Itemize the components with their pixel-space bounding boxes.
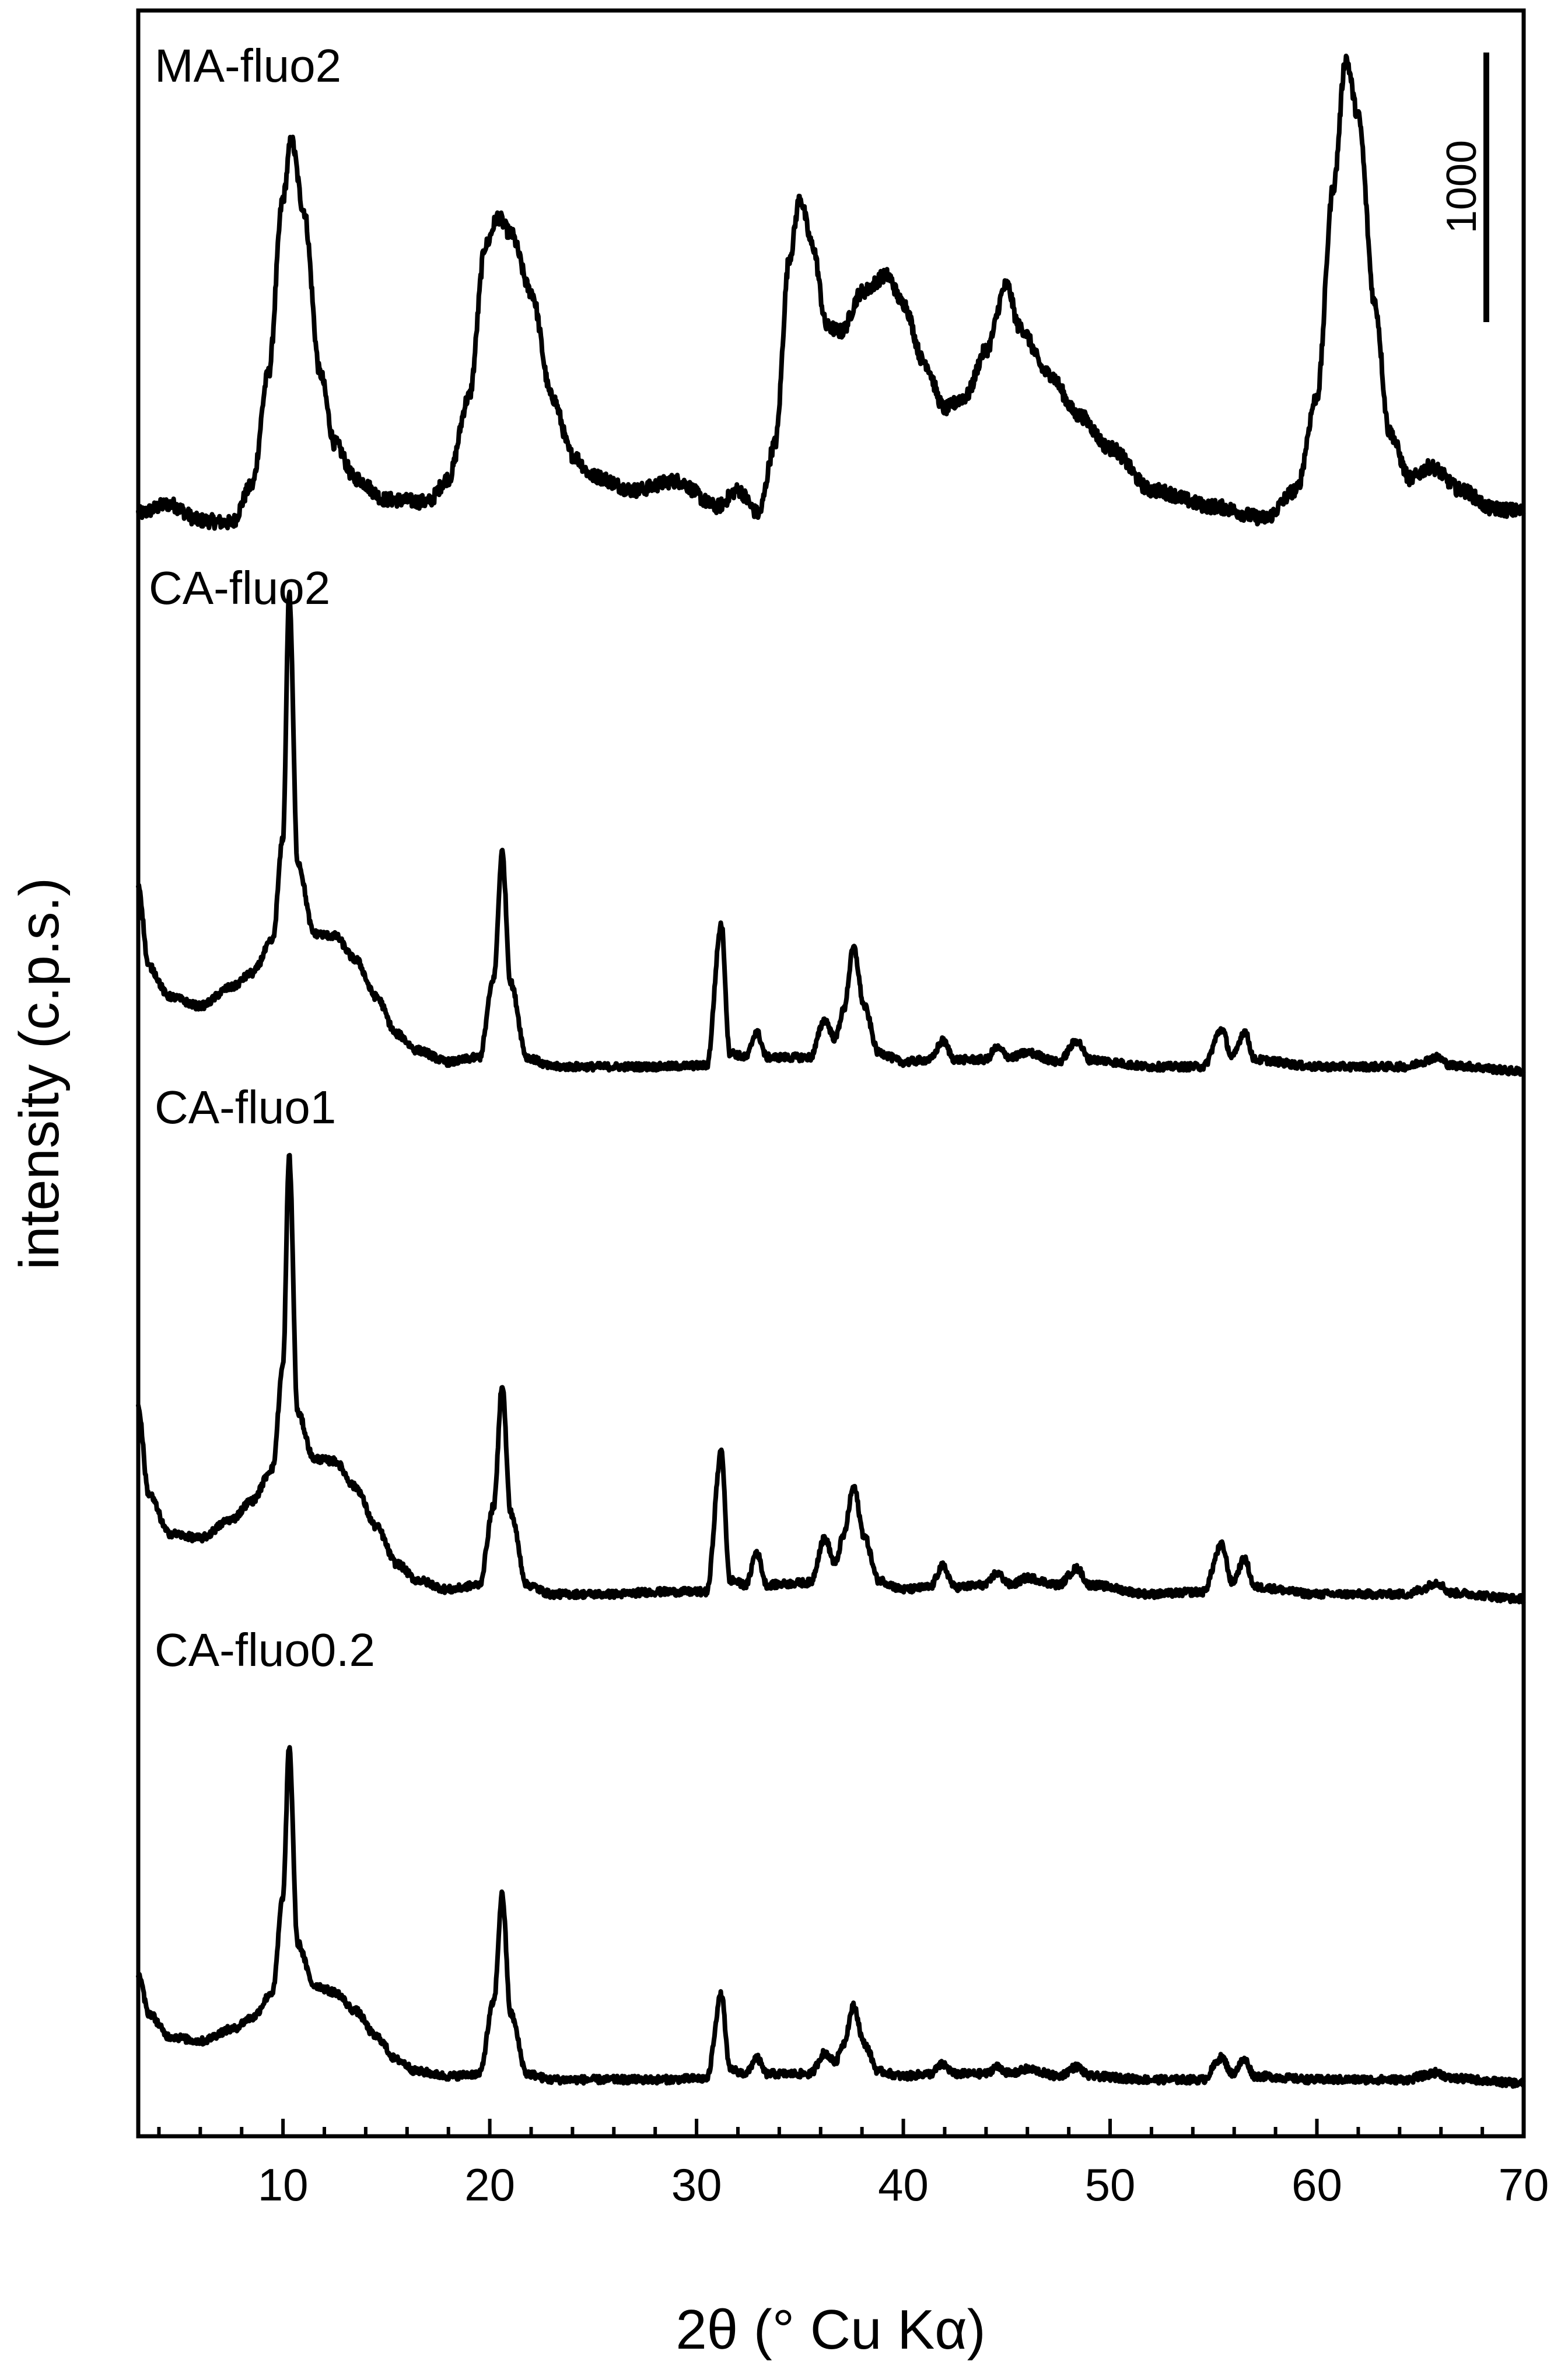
series-labels: MA-fluo2 CA-fluo2 CA-fluo1 CA-fluo0.2 (149, 40, 375, 1676)
scale-bar: 1000 (1438, 53, 1489, 322)
x-tick-label: 20 (464, 2159, 515, 2210)
x-tick-label: 40 (878, 2159, 929, 2210)
series-label-CA-fluo0.2: CA-fluo0.2 (155, 1624, 375, 1676)
x-tick-label: 10 (258, 2159, 309, 2210)
y-axis-label: intensity (c.p.s.) (8, 878, 71, 1270)
x-tick-label: 30 (671, 2159, 722, 2210)
x-tick-label: 50 (1085, 2159, 1136, 2210)
series-trace-MA-fluo2 (136, 53, 1526, 531)
series-label-MA-fluo2: MA-fluo2 (155, 40, 341, 92)
series-trace-CA-fluo0.2 (136, 1745, 1526, 2089)
series-label-CA-fluo2: CA-fluo2 (149, 562, 330, 614)
series-trace-CA-fluo1 (136, 1152, 1526, 1605)
x-axis: 10 20 30 40 50 60 70 (157, 2119, 1549, 2210)
x-tick-label: 60 (1292, 2159, 1342, 2210)
series-traces (136, 53, 1526, 2089)
scale-bar-label: 1000 (1438, 140, 1485, 233)
series-trace-CA-fluo2 (136, 589, 1526, 1077)
x-tick-label: 70 (1499, 2159, 1549, 2210)
series-label-CA-fluo1: CA-fluo1 (155, 1081, 336, 1133)
x-axis-label: 2θ (° Cu Kα) (676, 2298, 985, 2361)
